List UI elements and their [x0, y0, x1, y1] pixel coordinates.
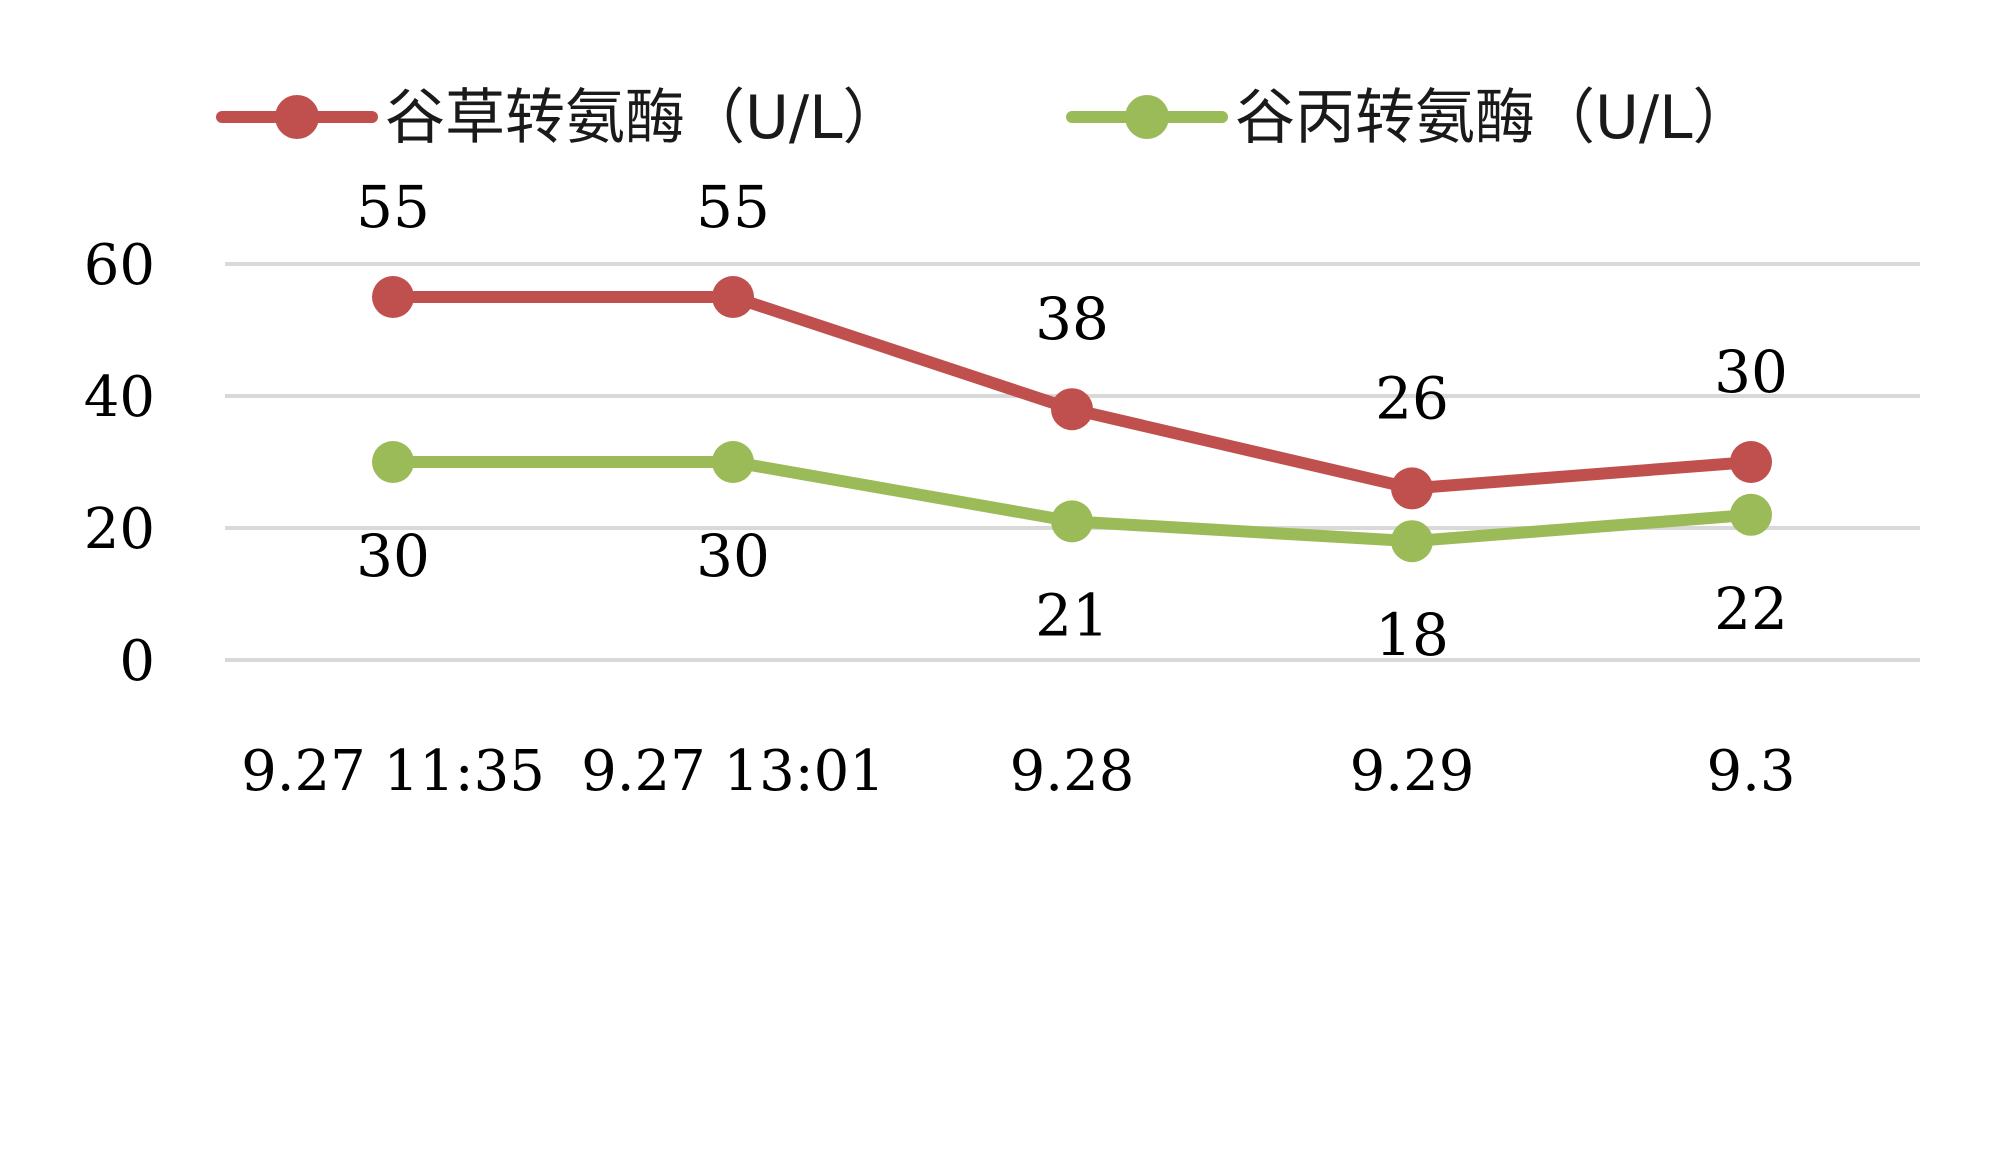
x-tick-label-4: 9.3: [1706, 739, 1795, 804]
data-point-1-2: [1051, 500, 1093, 543]
data-label-0-2: 38: [1035, 285, 1109, 353]
legend-item-alt: 谷丙转氨酶（U/L）: [1066, 83, 1753, 153]
data-label-1-3: 18: [1375, 601, 1449, 669]
data-label-1-0: 30: [356, 522, 430, 590]
series-0: 55 55 38 26 30: [356, 173, 1788, 510]
y-tick-label-1: 20: [84, 497, 155, 562]
data-point-1-3: [1391, 520, 1433, 563]
x-tick-label-1: 9.27 13:01: [581, 739, 885, 804]
y-tick-label-0: 0: [119, 629, 155, 694]
data-point-0-2: [1051, 388, 1093, 431]
legend-label-ast: 谷草转氨酶（U/L）: [385, 83, 903, 153]
data-label-0-0: 55: [356, 173, 430, 241]
data-label-1-2: 21: [1035, 581, 1109, 649]
data-label-0-4: 30: [1714, 338, 1788, 406]
x-axis: 9.27 11:35 9.27 13:01 9.28 9.29 9.3: [241, 739, 1795, 804]
data-point-0-4: [1730, 441, 1772, 483]
series-layer: 55 55 38 26 30 30 30 21 18 22: [356, 173, 1788, 669]
x-tick-label-2: 9.28: [1010, 739, 1135, 804]
legend-label-alt: 谷丙转氨酶（U/L）: [1235, 83, 1753, 153]
y-axis: 0 20 40 60: [84, 233, 155, 694]
y-tick-label-3: 60: [84, 233, 155, 298]
data-label-0-1: 55: [696, 173, 770, 241]
data-point-0-3: [1391, 467, 1433, 510]
data-point-1-4: [1730, 493, 1772, 536]
y-tick-label-2: 40: [84, 365, 155, 430]
x-tick-label-3: 9.29: [1350, 739, 1475, 804]
data-point-0-0: [372, 276, 414, 318]
data-point-0-1: [712, 276, 754, 318]
data-label-0-3: 26: [1375, 364, 1449, 432]
series-1: 30 30 21 18 22: [356, 441, 1788, 669]
legend-marker-alt: [1125, 95, 1169, 139]
legend-item-ast: 谷草转氨酶（U/L）: [216, 83, 903, 153]
legend: 谷草转氨酶（U/L） 谷丙转氨酶（U/L）: [216, 83, 1753, 153]
x-tick-label-0: 9.27 11:35: [241, 739, 545, 804]
data-point-1-1: [712, 441, 754, 483]
data-label-1-1: 30: [696, 522, 770, 590]
legend-marker-ast: [275, 95, 319, 139]
data-label-1-4: 22: [1714, 575, 1788, 643]
data-point-1-0: [372, 441, 414, 483]
